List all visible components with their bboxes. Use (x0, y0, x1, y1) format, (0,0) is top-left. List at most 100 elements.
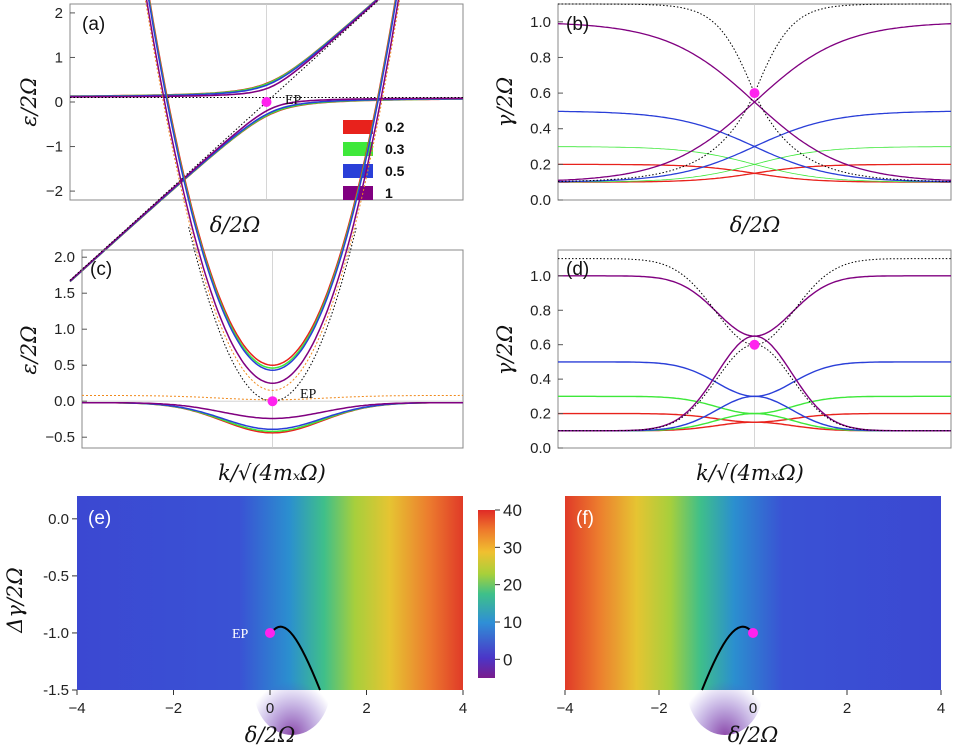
y-tick-label: 1.0 (530, 14, 551, 31)
panel-a-label: (a) (82, 14, 105, 35)
y-tick-label: −0.5 (45, 429, 75, 446)
panel-e-min-region (254, 645, 330, 735)
x-tick-label: −4 (68, 700, 85, 717)
colorbar-tick-label: 30 (503, 538, 522, 557)
legend-swatch-0.3 (343, 142, 373, 156)
panel-b-xlabel: δ/2Ω (730, 213, 781, 237)
legend-label-0.2: 0.2 (385, 119, 405, 135)
panel-a-ep-marker (261, 97, 272, 107)
y-tick-label: 0.5 (54, 357, 75, 374)
y-tick-label: 0.8 (530, 302, 551, 319)
panel-f-ep-marker (748, 627, 758, 638)
y-tick-label: 0.4 (530, 121, 551, 138)
colorbar-tick-label: 10 (503, 613, 522, 632)
x-tick-label: 0 (749, 700, 757, 717)
panel-a: (a) EP δ/2Ω ε/2Ω 2 1 0 −1 −2 0.2 0.3 0.5 1 (17, 0, 464, 283)
panel-d-label: (d) (566, 259, 589, 280)
panel-f-boundary-curve (701, 625, 753, 691)
panel-e-ylabel: Δγ/2Ω (3, 567, 27, 634)
x-tick-label: 4 (459, 700, 467, 717)
panel-c-bare-photon (144, 0, 401, 391)
panel-c-lower-band-1 (81, 401, 464, 420)
y-tick-label: 2 (55, 5, 63, 22)
colorbar-tick-label: 20 (503, 576, 522, 595)
panel-b-falling-1 (557, 23, 952, 181)
panel-e-ep-marker (265, 627, 275, 638)
x-tick-label: 2 (362, 700, 370, 717)
panel-f: (f) δ/2Ω −4 −2 0 2 4 (556, 496, 945, 747)
y-tick-label: 0.0 (530, 192, 551, 209)
legend-label-0.5: 0.5 (385, 163, 405, 179)
panel-f-xlabel: δ/2Ω (728, 723, 779, 747)
y-tick-label: 0.0 (530, 440, 551, 457)
panel-d: (d) k/√(4mₓΩ) γ/2Ω 1.0 0.8 0.6 0.4 0.2 0.0 (493, 249, 952, 485)
x-tick-label: −2 (165, 700, 182, 717)
y-tick-label: 2.0 (54, 249, 75, 266)
panel-c-upper-band-0.2 (148, 0, 397, 366)
panel-a-lower-asymptote (69, 97, 463, 281)
colorbar-tick-label: 0 (503, 650, 512, 669)
panel-b-ep-marker (749, 88, 760, 99)
legend-label-0.3: 0.3 (385, 141, 405, 157)
y-tick-label: 1.0 (54, 321, 75, 338)
x-tick-label: −2 (650, 700, 667, 717)
panel-b-ylabel: γ/2Ω (493, 77, 517, 127)
panel-b: (b) δ/2Ω γ/2Ω 1.0 0.8 0.6 0.4 0.2 0.0 (493, 3, 952, 237)
panel-a-xlabel: δ/2Ω (210, 213, 261, 237)
panel-c-upper-band-0.3 (148, 0, 397, 369)
y-tick-label: −2 (46, 183, 63, 200)
panel-f-heatmap (565, 496, 941, 690)
x-tick-label: 0 (266, 700, 274, 717)
x-tick-label: −4 (556, 700, 573, 717)
panel-c-ep-annotation: EP (300, 387, 317, 402)
x-tick-label: 2 (843, 700, 851, 717)
y-tick-label: -1.5 (43, 682, 69, 699)
panel-e: (e) EP δ/2Ω Δγ/2Ω −4 −2 0 2 4 0.0 -0.5 -1.0 -1.5… (3, 496, 522, 747)
y-tick-label: 0.8 (530, 49, 551, 66)
panel-c-ylabel: ε/2Ω (17, 325, 41, 374)
y-tick-label: 0.4 (530, 371, 551, 388)
panel-e-xlabel: δ/2Ω (245, 723, 296, 747)
y-tick-label: 0.6 (530, 337, 551, 354)
legend-label-1: 1 (385, 185, 393, 201)
panel-b-label: (b) (566, 14, 589, 35)
panel-e-ep-annotation: EP (232, 627, 249, 642)
panel-b-falling-0.2 (558, 163, 951, 183)
panel-e-label: (e) (88, 508, 111, 529)
y-tick-label: 0.2 (530, 156, 551, 173)
panel-a-ylabel: ε/2Ω (17, 77, 41, 126)
legend-swatch-0.2 (343, 120, 373, 134)
panel-b-falling-0.3 (558, 146, 951, 183)
panel-c-label: (c) (90, 259, 112, 280)
panel-c-xlabel: k/√(4mₓΩ) (218, 461, 326, 485)
y-tick-label: 0.0 (54, 393, 75, 410)
colorbar (478, 510, 495, 678)
panel-d-xlabel: k/√(4mₓΩ) (696, 461, 804, 485)
panel-a-lower-branch-1 (69, 97, 463, 282)
panel-c: (c) EP k/√(4mₓΩ) ε/2Ω 2.0 1.5 1.0 0.5 0.0 −0.… (17, 0, 464, 485)
panel-c-upper-band-0.5 (148, 0, 397, 371)
panel-d-ylabel: γ/2Ω (493, 325, 517, 375)
y-tick-label: 0.0 (48, 511, 69, 528)
y-tick-label: 1 (55, 49, 63, 66)
y-tick-label: -1.0 (43, 625, 69, 642)
y-tick-label: 1.0 (530, 268, 551, 285)
panel-c-bare-exciton (82, 394, 463, 401)
panel-f-label: (f) (576, 508, 594, 529)
colorbar-tick-label: 40 (503, 501, 522, 520)
panel-c-ep-marker (267, 396, 278, 407)
panel-c-upper-band-1 (145, 0, 400, 384)
panel-a-ep-annotation: EP (285, 93, 302, 108)
y-tick-label: -0.5 (43, 568, 69, 585)
panel-b-falling-0.5 (558, 110, 951, 183)
y-tick-label: 1.5 (54, 285, 75, 302)
panel-a-upper-branch-1 (70, 0, 379, 98)
y-tick-label: 0.6 (530, 85, 551, 102)
panel-e-boundary-curve (271, 625, 321, 691)
x-tick-label: 4 (937, 700, 945, 717)
y-tick-label: 0.2 (530, 406, 551, 423)
y-tick-label: 0 (55, 94, 63, 111)
panel-d-ep-marker (749, 339, 760, 350)
panel-f-min-region (687, 645, 763, 735)
